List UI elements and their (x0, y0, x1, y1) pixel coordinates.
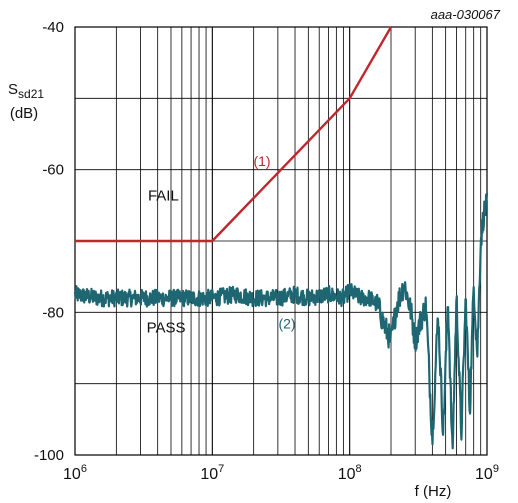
y-tick-label: -100 (34, 447, 64, 464)
y-axis-label-symbol: S (8, 81, 18, 98)
series-limit-line (75, 26, 393, 243)
y-tick-label: -60 (42, 162, 64, 179)
y-axis-unit: (dB) (10, 105, 38, 122)
x-axis-label: f (Hz) (415, 483, 452, 500)
grid (75, 27, 487, 455)
figure-id: aaa-030067 (431, 7, 501, 22)
y-tick-label: -80 (42, 304, 64, 321)
series-layer (73, 26, 489, 450)
y-tick-label: -40 (42, 19, 64, 36)
x-tick-label: 107 (200, 463, 224, 483)
pass-region-label: PASS (147, 319, 186, 336)
x-tick-label: 108 (338, 463, 362, 483)
series-measured-line (73, 193, 489, 450)
x-tick-labels: 106 107 108 109 (63, 463, 499, 483)
y-tick-labels: -40 -60 -80 -100 (34, 19, 64, 464)
series-label-limit: (1) (253, 153, 270, 169)
x-tick-label: 106 (63, 463, 87, 483)
y-axis-label-subscript: sd21 (18, 87, 44, 101)
y-axis-label: Ssd21 (8, 81, 44, 101)
series-label-measured: (2) (278, 316, 295, 332)
series-labels: (1) (2) (253, 153, 295, 332)
x-tick-label: 109 (475, 463, 499, 483)
fail-region-label: FAIL (148, 187, 179, 204)
